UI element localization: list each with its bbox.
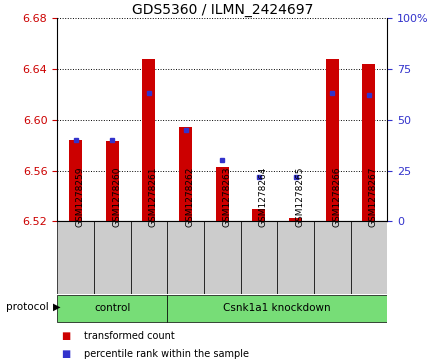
Bar: [204, 221, 241, 294]
Text: protocol: protocol: [6, 302, 48, 312]
Text: GSM1278266: GSM1278266: [332, 167, 341, 227]
Text: GSM1278263: GSM1278263: [222, 167, 231, 227]
Bar: [57, 295, 167, 322]
Title: GDS5360 / ILMN_2424697: GDS5360 / ILMN_2424697: [132, 3, 313, 17]
Bar: [314, 221, 351, 294]
Text: GSM1278262: GSM1278262: [186, 167, 194, 227]
Bar: [289, 218, 302, 221]
Text: ■: ■: [62, 349, 71, 359]
Bar: [253, 209, 265, 221]
Text: Csnk1a1 knockdown: Csnk1a1 knockdown: [224, 303, 331, 313]
Bar: [277, 221, 314, 294]
Bar: [216, 167, 229, 221]
Bar: [131, 221, 167, 294]
Text: GSM1278261: GSM1278261: [149, 167, 158, 227]
Text: GSM1278260: GSM1278260: [112, 167, 121, 227]
Bar: [57, 221, 94, 294]
Bar: [241, 221, 277, 294]
Bar: [363, 64, 375, 221]
Text: GSM1278267: GSM1278267: [369, 167, 378, 227]
Bar: [143, 59, 155, 221]
Text: ▶: ▶: [53, 302, 60, 312]
Text: control: control: [94, 303, 130, 313]
Text: percentile rank within the sample: percentile rank within the sample: [84, 349, 249, 359]
Text: ■: ■: [62, 331, 71, 341]
Bar: [167, 221, 204, 294]
Text: GSM1278259: GSM1278259: [76, 167, 84, 227]
Bar: [94, 221, 131, 294]
Text: GSM1278265: GSM1278265: [296, 167, 304, 227]
Bar: [351, 221, 387, 294]
Bar: [69, 140, 82, 221]
Bar: [179, 127, 192, 221]
Bar: [326, 59, 339, 221]
Bar: [106, 141, 119, 221]
Text: GSM1278264: GSM1278264: [259, 167, 268, 227]
Bar: [167, 295, 387, 322]
Text: transformed count: transformed count: [84, 331, 174, 341]
